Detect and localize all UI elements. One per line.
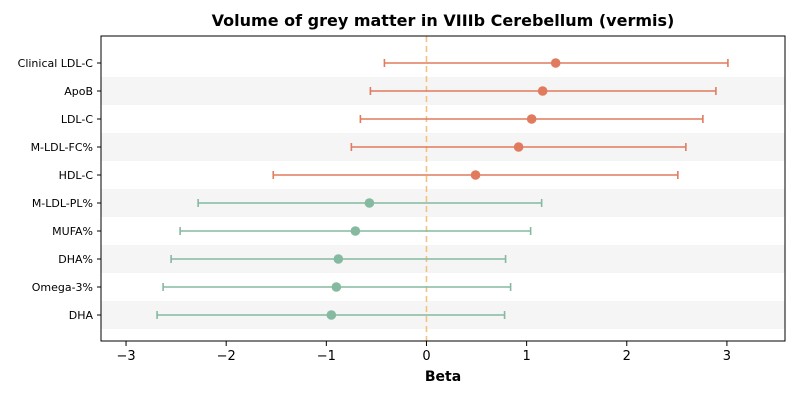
- x-axis-label: Beta: [425, 369, 461, 385]
- y-tick-label: MUFA%: [52, 225, 93, 238]
- estimate-row: [170, 254, 507, 264]
- y-tick-label: Clinical LDL-C: [18, 57, 94, 70]
- estimate-row: [272, 170, 679, 180]
- error-bars: [156, 58, 729, 320]
- point-estimate: [326, 310, 337, 320]
- point-estimate: [513, 142, 524, 152]
- x-axis: −3 −2 −1 0 1 2 3: [116, 341, 731, 364]
- estimate-row: [179, 226, 532, 236]
- y-tick-label: ApoB: [64, 85, 93, 98]
- estimate-row: [197, 198, 543, 208]
- point-estimate: [333, 254, 344, 264]
- y-tick-label: DHA: [69, 309, 94, 322]
- x-tick-label: −2: [217, 349, 236, 364]
- point-estimate: [364, 198, 375, 208]
- plot-frame: [100, 35, 786, 342]
- y-tick-label: LDL-C: [61, 113, 94, 126]
- estimate-row: [369, 86, 717, 96]
- point-estimate: [470, 170, 481, 180]
- estimate-row: [156, 310, 506, 320]
- estimate-row: [350, 142, 687, 152]
- x-tick-label: 0: [422, 349, 430, 364]
- y-tick-label: HDL-C: [59, 169, 94, 182]
- y-axis: Clinical LDL-C ApoB LDL-C M-LDL-FC% HDL-C M-L…: [18, 57, 101, 322]
- estimate-row: [162, 282, 512, 292]
- x-tick-label: 2: [623, 349, 631, 364]
- x-tick-label: −1: [317, 349, 336, 364]
- x-tick-label: −3: [116, 349, 135, 364]
- x-tick-label: 3: [723, 349, 731, 364]
- estimate-row: [383, 58, 729, 68]
- x-tick-label: 1: [522, 349, 530, 364]
- y-tick-label: M-LDL-FC%: [31, 141, 93, 154]
- chart-title: Volume of grey matter in VIIIb Cerebellu…: [212, 11, 675, 30]
- estimate-row: [359, 114, 704, 124]
- point-estimate: [350, 226, 361, 236]
- y-tick-label: DHA%: [58, 253, 93, 266]
- point-estimate: [550, 58, 561, 68]
- y-tick-label: Omega-3%: [32, 281, 93, 294]
- point-estimate: [331, 282, 342, 292]
- y-tick-label: M-LDL-PL%: [32, 197, 93, 210]
- point-estimate: [526, 114, 537, 124]
- point-estimate: [537, 86, 548, 96]
